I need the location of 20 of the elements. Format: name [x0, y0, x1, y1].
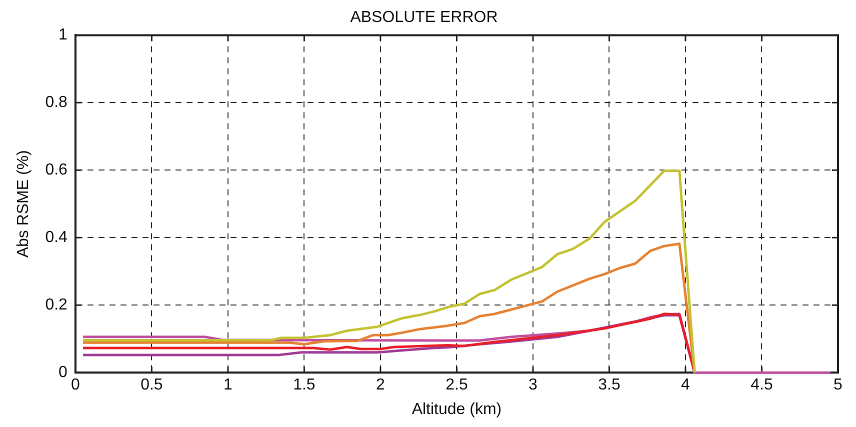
x-tick-label: 2.5 — [446, 376, 468, 394]
y-tick-label: 0.2 — [45, 296, 68, 314]
y-tick-label: 0 — [58, 364, 68, 382]
x-tick-label: 4.5 — [750, 376, 773, 394]
y-tick-label: 0.4 — [45, 229, 68, 246]
chart-title: ABSOLUTE ERROR — [350, 9, 498, 26]
x-axis-title: Altitude (km) — [412, 400, 502, 418]
y-axis-title: Abs RSME (%) — [15, 150, 32, 258]
x-tick-label: 1 — [224, 376, 232, 394]
x-tick-label: 3 — [528, 376, 538, 394]
x-tick-label: 0 — [70, 376, 80, 394]
x-tick-label: 1.5 — [293, 376, 316, 394]
y-tick-label: 0.6 — [45, 162, 68, 179]
x-tick-label: 0.5 — [140, 376, 163, 394]
x-tick-label: 4 — [681, 376, 690, 394]
y-tick-label: 0.8 — [45, 94, 68, 112]
x-tick-label: 5 — [834, 376, 843, 394]
y-tick-label: 1 — [58, 26, 68, 44]
x-tick-label: 2 — [376, 376, 386, 394]
x-tick-label: 3.5 — [598, 376, 620, 394]
